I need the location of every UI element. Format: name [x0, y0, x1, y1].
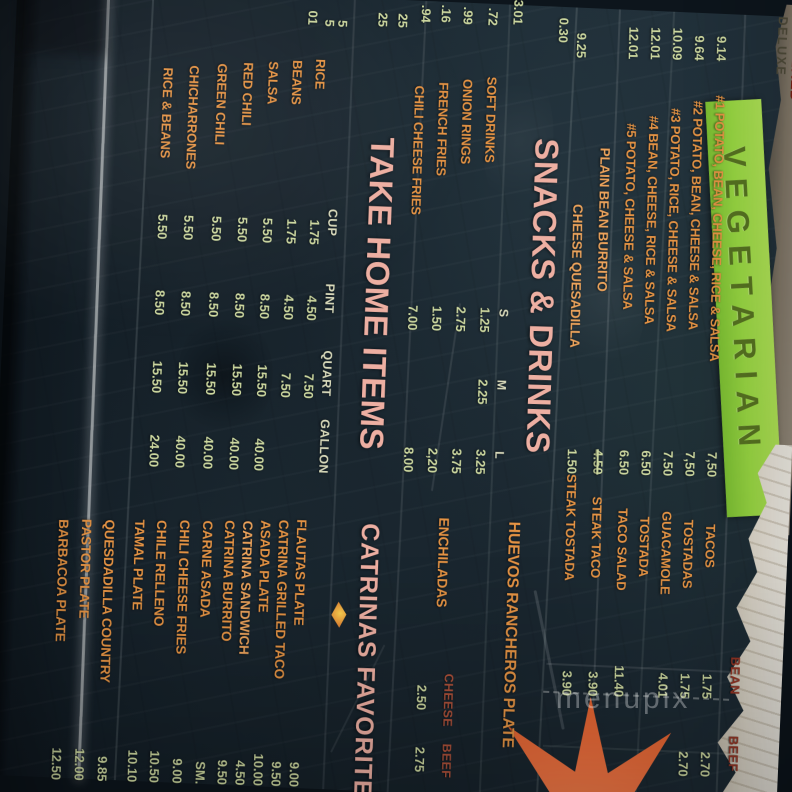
catrinas-item-price: 9.00 [286, 761, 303, 788]
catrinas-item-name: CATRINA GRILLED TACO [271, 519, 292, 680]
catrinas-item-price: 10.50 [146, 750, 163, 784]
catrinas-item-name: CATRINA BURRITO [218, 519, 238, 642]
catrinas-item-name: ASADA PLATE [255, 519, 274, 613]
catrinas-item-name: TAMAL PLATE [129, 519, 148, 611]
catrinas-item-name: CHILE RELLENO [151, 519, 170, 627]
catrinas-item-price: 12.00 [71, 748, 88, 781]
catrinas-item-price: 10.00 [250, 753, 267, 787]
catrinas-item-name: CARNE ASADA [197, 520, 216, 618]
catrinas-item-name: CHILI CHEESE FRIES [173, 519, 193, 655]
catrinas-header: CATRINAS FAVORITES [347, 522, 385, 792]
catrinas-item-price: 9.85 [94, 755, 111, 782]
catrinas-item-name: CATRINA SANDWICH [236, 520, 256, 655]
catrinas-item-name: FLAUTAS PLATE [291, 519, 310, 626]
catrinas-item-price: 9.00 [169, 758, 186, 784]
catrinas-item-name: QUESDADILLA COUNTRY [97, 519, 118, 683]
catrinas-item-price: 9.50 [214, 759, 231, 786]
catrinas-item-name: BARBACOA PLATE [52, 518, 72, 642]
catrinas-item-price: 12.50 [48, 747, 65, 781]
board-edge-shadow [14, 0, 110, 58]
catrinas-item-price: 4.50 [232, 760, 249, 786]
catrinas-item-price: 10.10 [124, 749, 141, 783]
watermark: menupix [556, 682, 691, 715]
catrinas-item-price: 9.50 [268, 761, 285, 787]
catrinas-item-price: SM. [192, 761, 209, 785]
catrinas-item-name: PASTOR PLATE [76, 518, 95, 619]
